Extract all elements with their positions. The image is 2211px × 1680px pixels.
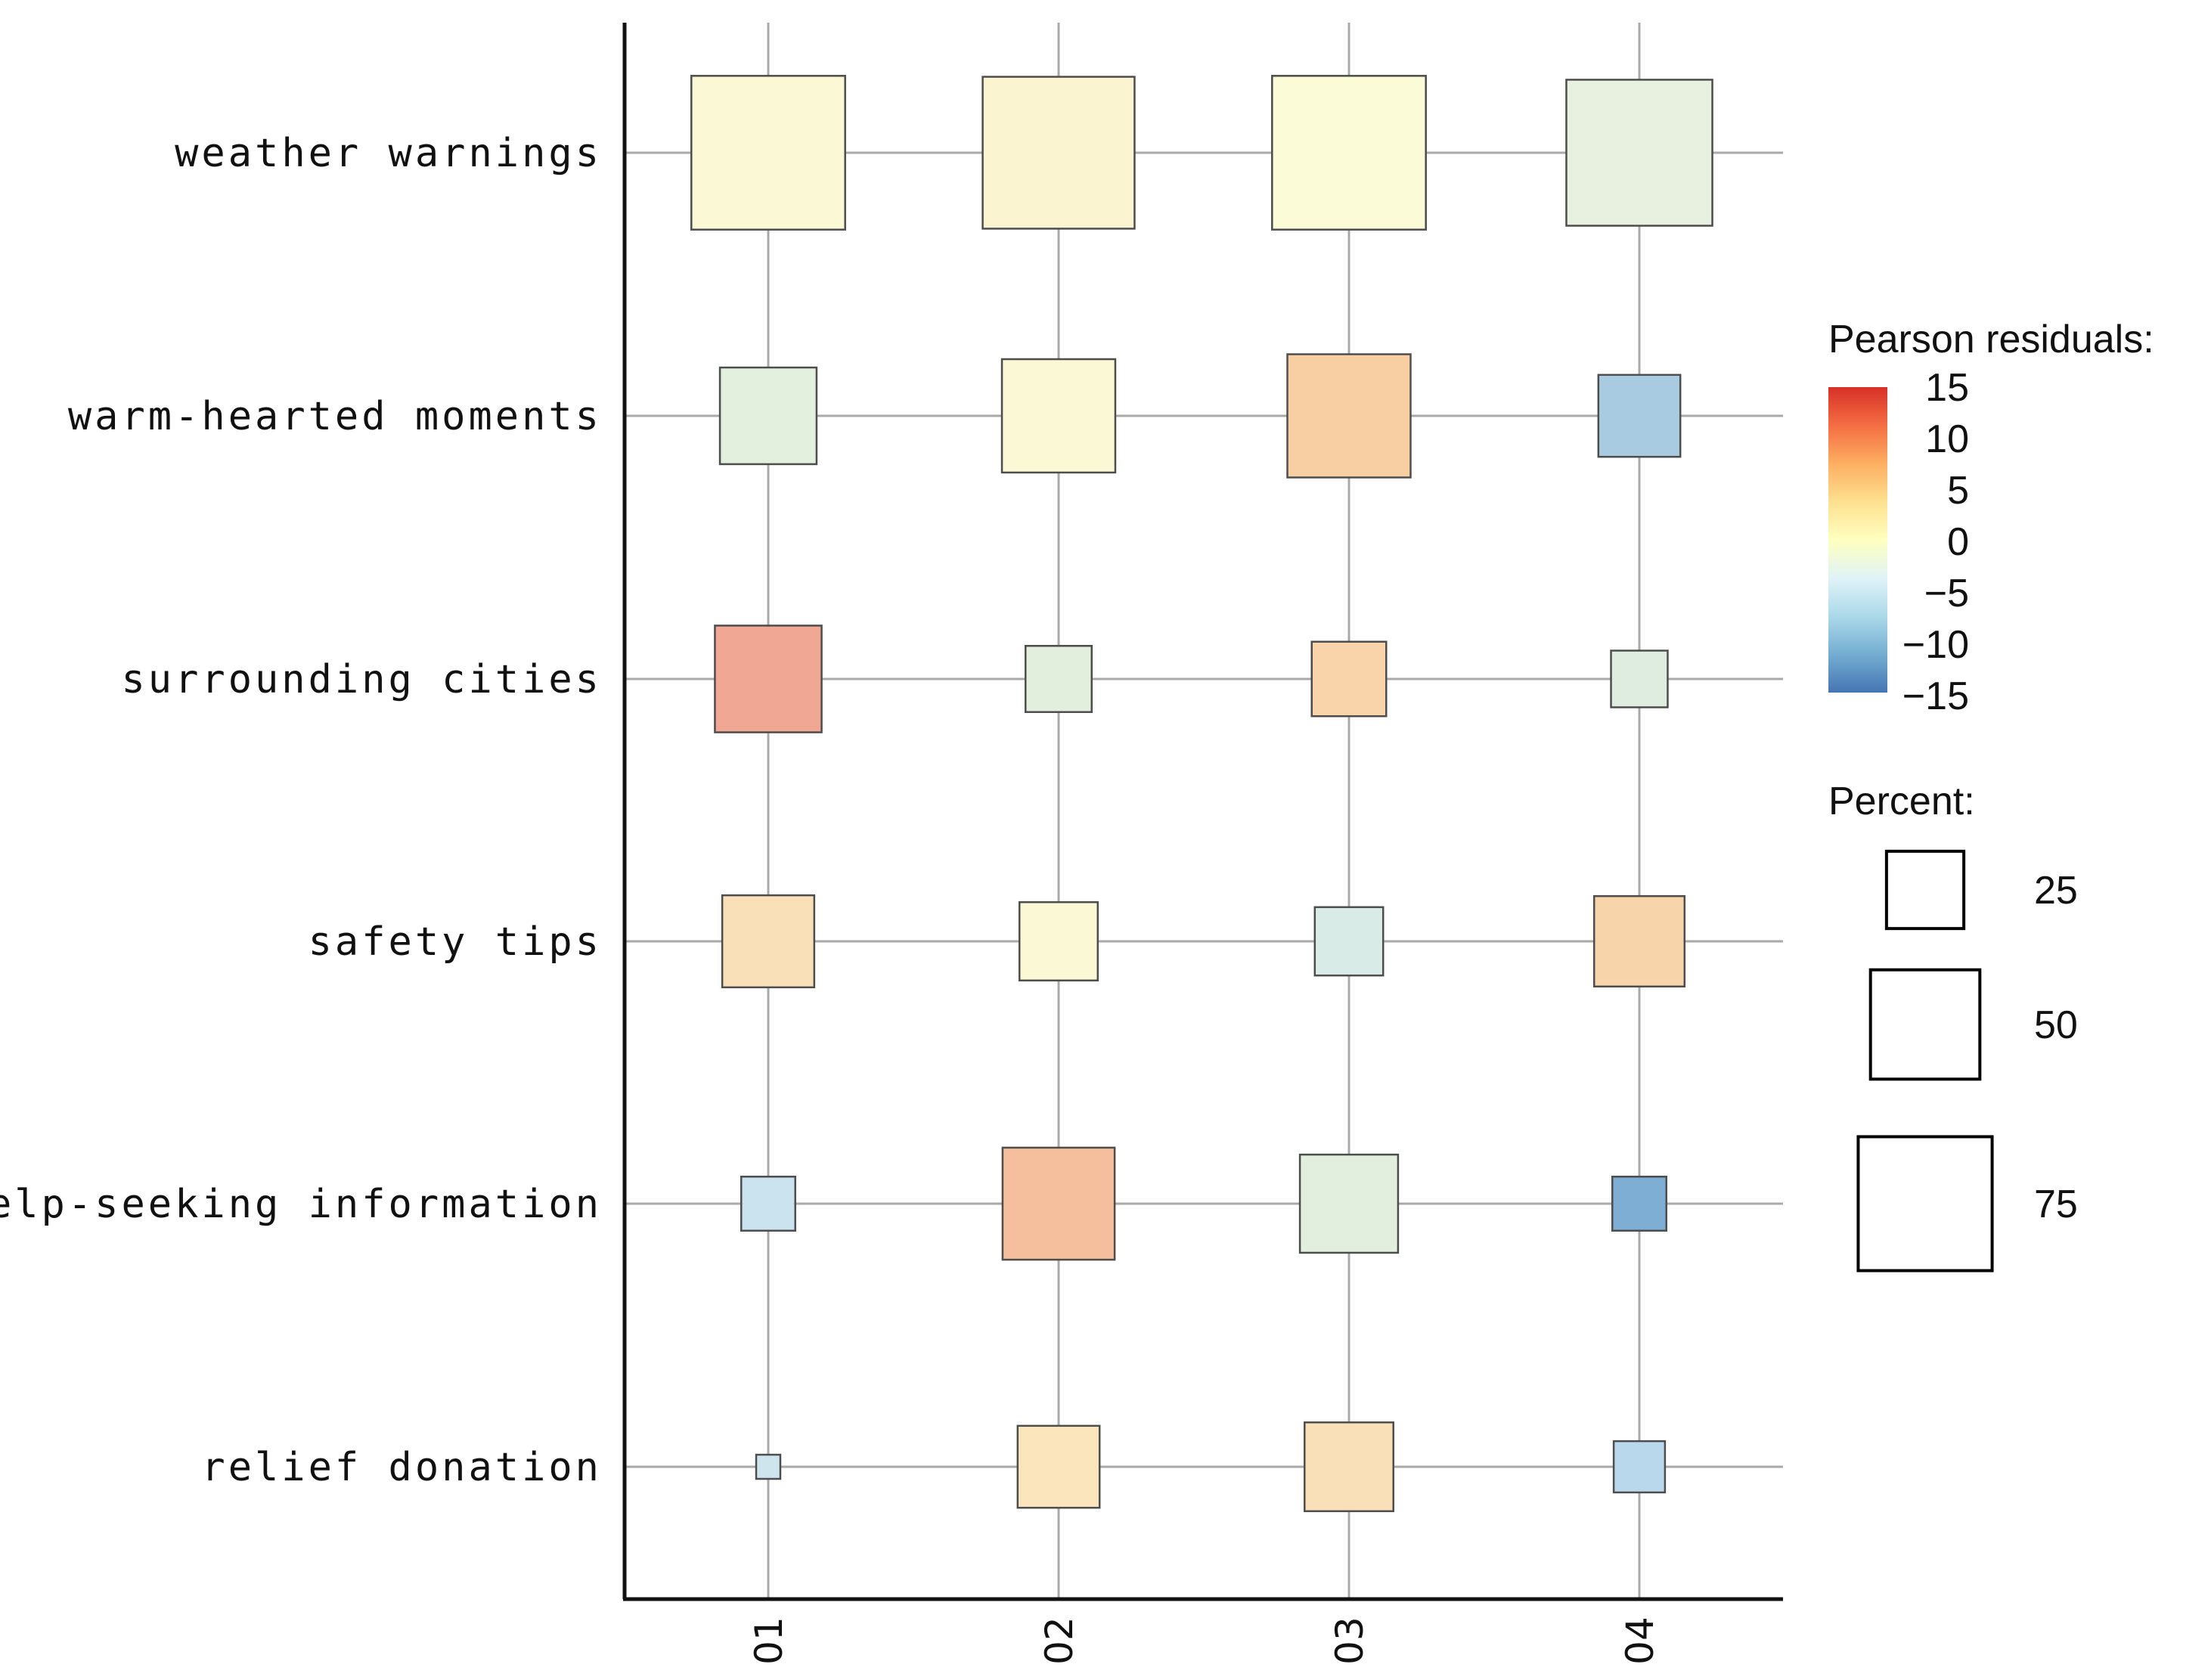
color-legend-tick: 0: [1947, 520, 1969, 564]
cell-weather-warnings-04: [1565, 79, 1713, 227]
row-label-weather-warnings: weather warnings: [175, 131, 602, 176]
size-legend-key-25: [1884, 849, 1966, 931]
color-legend-tick: −10: [1902, 623, 1969, 667]
color-legend-tick: −5: [1924, 572, 1969, 615]
cell-relief-donation-03: [1304, 1421, 1394, 1512]
col-label-03: 03: [1328, 1616, 1372, 1665]
cell-help-seeking-information-04: [1611, 1176, 1667, 1232]
cell-safety-tips-04: [1592, 894, 1686, 988]
color-legend-bar: [1828, 387, 1887, 693]
row-label-surrounding-cities: surrounding cities: [121, 657, 602, 702]
color-legend-tick: 5: [1947, 469, 1969, 513]
cell-help-seeking-information-03: [1298, 1153, 1400, 1254]
size-legend-label-25: 25: [2034, 869, 2078, 913]
cell-warm-hearted-moments-02: [1000, 358, 1117, 474]
cell-surrounding-cities-04: [1610, 649, 1669, 708]
cell-warm-hearted-moments-04: [1597, 374, 1682, 458]
col-label-layer: 01 02 03 04: [747, 1616, 1662, 1665]
row-label-help-seeking-information: help-seeking information: [0, 1182, 602, 1227]
col-label-02: 02: [1037, 1616, 1081, 1665]
cell-help-seeking-information-02: [1001, 1146, 1116, 1261]
row-label-warm-hearted-moments: warm-hearted moments: [68, 394, 602, 439]
cell-warm-hearted-moments-01: [718, 366, 818, 466]
cell-surrounding-cities-02: [1024, 644, 1093, 714]
row-label-safety-tips: safety tips: [309, 919, 602, 965]
size-legend-label-75: 75: [2034, 1183, 2078, 1226]
cell-help-seeking-information-01: [740, 1176, 796, 1232]
cell-safety-tips-01: [721, 894, 816, 989]
cell-surrounding-cities-03: [1310, 640, 1388, 718]
row-label-layer: weather warnings warm-hearted moments surr…: [0, 131, 602, 1490]
grid-layer: [625, 23, 1783, 1599]
size-legend-key-50: [1868, 968, 1982, 1081]
cell-weather-warnings-02: [981, 76, 1136, 230]
cell-relief-donation-02: [1016, 1424, 1101, 1509]
color-legend-tick: −15: [1902, 674, 1969, 718]
size-legend-keys: 25 50 75: [1856, 849, 2078, 1272]
cell-warm-hearted-moments-03: [1286, 353, 1412, 479]
color-legend-tick: 15: [1925, 366, 1969, 410]
cell-relief-donation-04: [1612, 1440, 1667, 1494]
col-label-04: 04: [1618, 1616, 1662, 1665]
cell-weather-warnings-01: [690, 75, 846, 231]
cell-safety-tips-03: [1313, 906, 1385, 977]
size-legend-label-50: 50: [2034, 1003, 2078, 1047]
axis-layer: [622, 23, 1783, 1601]
cell-weather-warnings-03: [1271, 75, 1427, 231]
size-legend-title: Percent:: [1828, 780, 1975, 823]
color-legend-ticks: 15 10 5 0 −5 −10 −15: [1902, 366, 1969, 718]
color-legend-tick: 10: [1925, 417, 1969, 461]
cell-surrounding-cities-01: [714, 625, 823, 733]
col-label-01: 01: [747, 1616, 791, 1665]
cell-layer: [690, 75, 1713, 1512]
size-legend-key-75: [1856, 1135, 1994, 1272]
color-legend-title: Pearson residuals:: [1828, 318, 2154, 361]
cell-safety-tips-02: [1018, 900, 1099, 982]
cell-relief-donation-01: [755, 1453, 782, 1480]
row-label-relief-donation: relief donation: [201, 1445, 602, 1490]
